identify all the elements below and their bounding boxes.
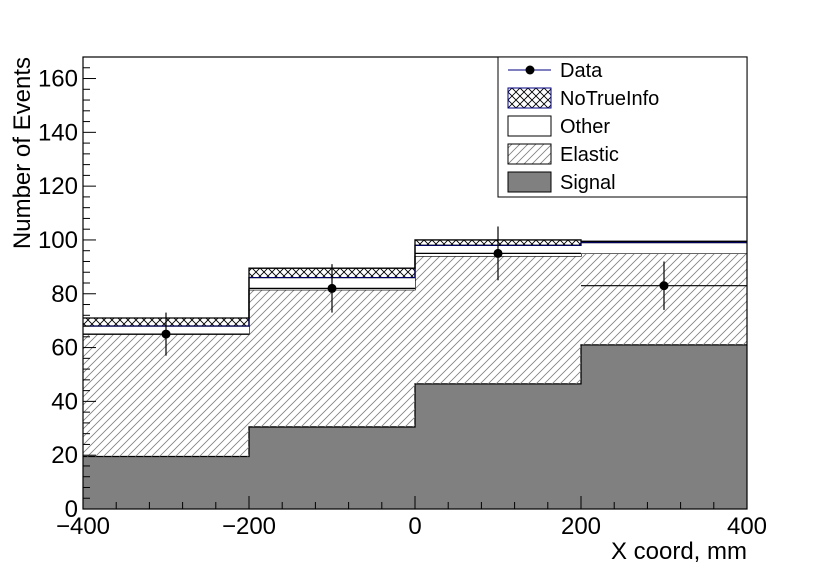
y-tick-label-6: 120 — [38, 173, 78, 200]
data-point-2 — [493, 248, 503, 258]
legend-label-notrueinfo: NoTrueInfo — [560, 88, 659, 110]
legend-symbol-elastic — [507, 143, 552, 165]
bar-signal-1 — [249, 426, 415, 509]
y-tick-label-5: 100 — [38, 227, 78, 254]
bar-signal-3 — [581, 344, 747, 509]
legend-label-signal: Signal — [560, 172, 616, 194]
legend-symbol-signal — [507, 171, 552, 193]
data-point-1 — [327, 283, 337, 293]
bar-signal-0 — [83, 456, 249, 509]
y-tick-label-7: 140 — [38, 119, 78, 146]
step-outline-notrueinfo — [83, 239, 747, 319]
y-tick-label-3: 60 — [51, 335, 78, 362]
legend-label-elastic: Elastic — [560, 144, 619, 166]
legend-label-data: Data — [560, 60, 603, 82]
x-tick-label-1: −200 — [222, 513, 276, 540]
x-axis-label: X coord, mm — [611, 538, 747, 565]
y-tick-label-1: 20 — [51, 442, 78, 469]
x-tick-label-0: −400 — [56, 513, 110, 540]
legend-symbol-notrueinfo — [507, 87, 552, 109]
bar-other-3 — [581, 242, 747, 254]
data-point-0 — [161, 329, 171, 339]
data-point-3 — [659, 281, 669, 291]
x-tick-label-4: 400 — [727, 513, 767, 540]
legend: Data NoTrueInfo Other Elastic Signal — [497, 56, 748, 198]
x-tick-label-2: 0 — [408, 513, 421, 540]
legend-label-other: Other — [560, 116, 610, 138]
y-tick-label-8: 160 — [38, 66, 78, 93]
y-axis-label: Number of Events — [9, 57, 36, 249]
bar-notrueinfo-3 — [581, 241, 747, 243]
x-tick-label-3: 200 — [561, 513, 601, 540]
y-tick-label-0: 0 — [65, 496, 78, 523]
axes: −400 −200 0 200 400 0 20 40 60 80 100 120 140 160 — [38, 56, 767, 540]
y-tick-label-2: 40 — [51, 388, 78, 415]
y-tick-label-4: 80 — [51, 281, 78, 308]
legend-symbol-other — [507, 115, 552, 137]
data-points — [83, 226, 747, 356]
bar-signal-2 — [415, 383, 581, 509]
stacked-bars — [83, 239, 747, 509]
legend-symbol-data — [525, 65, 535, 75]
